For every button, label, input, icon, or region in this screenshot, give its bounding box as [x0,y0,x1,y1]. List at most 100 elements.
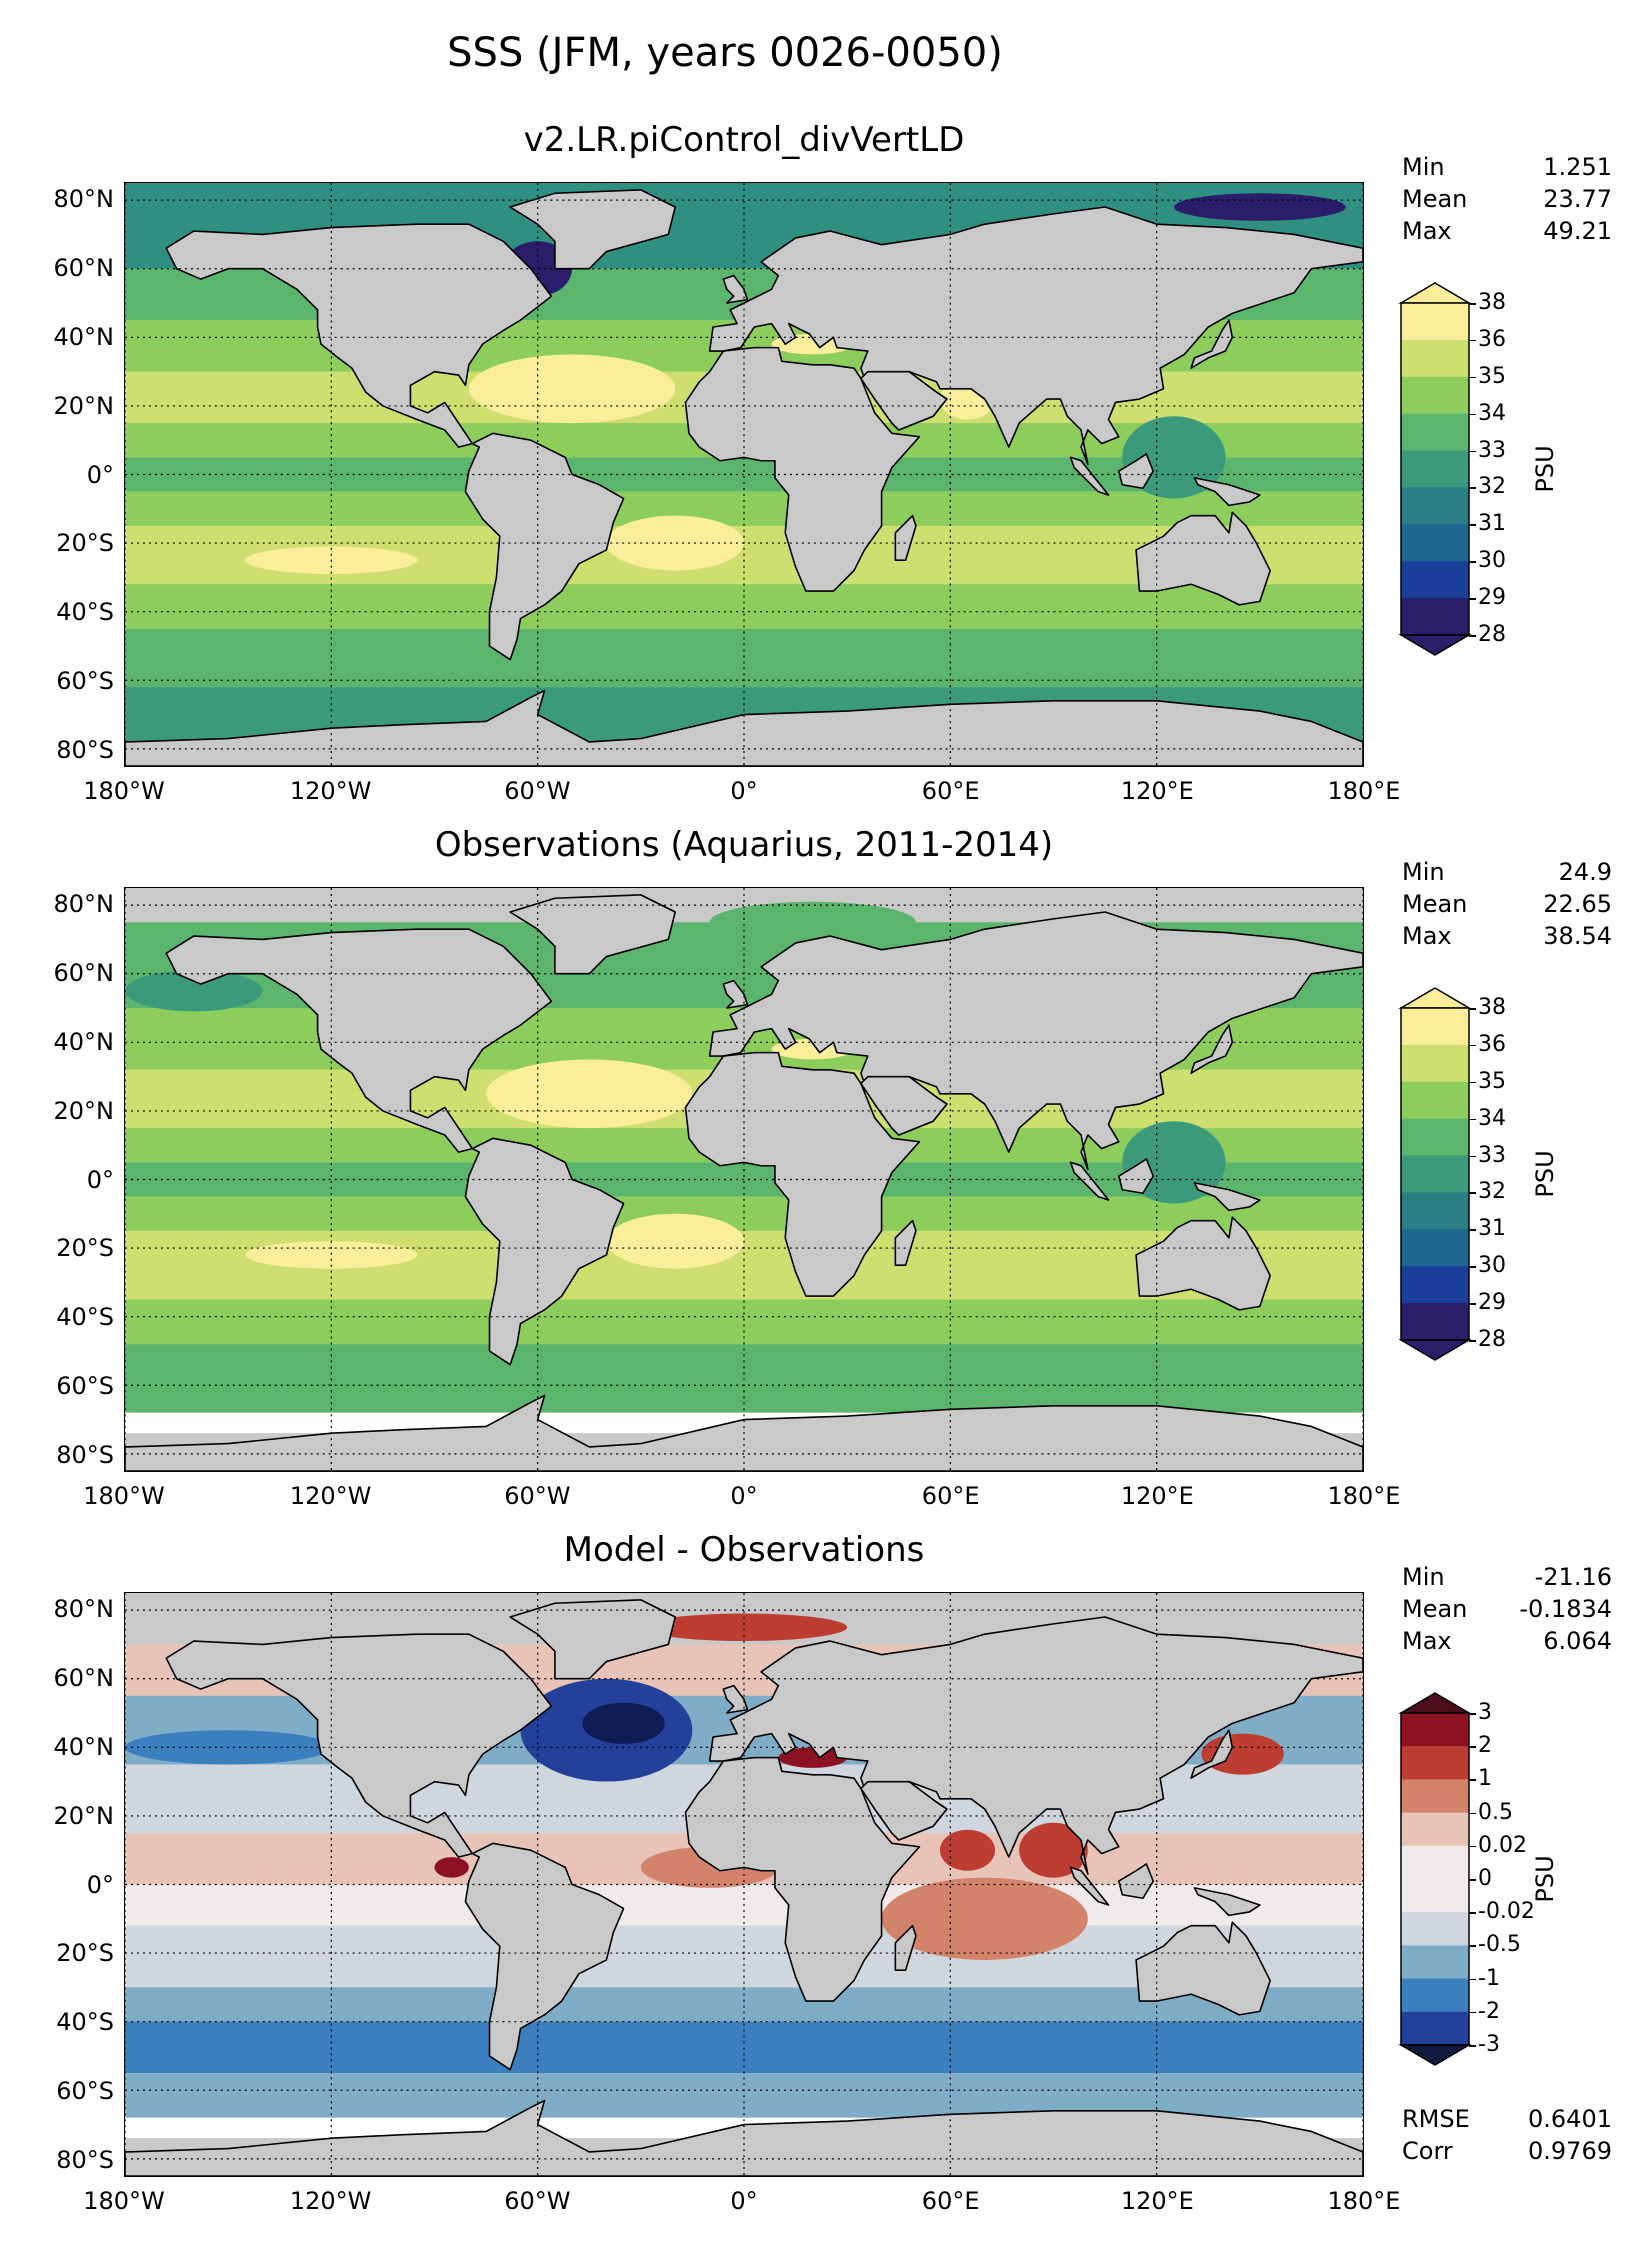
colorbar-tick-mark [1469,487,1476,489]
colorbar-tick-label: -1 [1478,1965,1500,1991]
lon-tick-label: 180°E [1327,1482,1401,1510]
land-new-guinea [1193,1182,1261,1212]
land-australia [1135,1216,1271,1311]
colorbar-tick-mark [1469,2011,1476,2014]
lat-tick-label: 20°N [53,1801,115,1830]
colorbar [1398,987,1472,1361]
colorbar-tick-label: 29 [1478,585,1506,611]
colorbar-tick-mark [1469,1192,1476,1194]
colorbar-unit-label: PSU [1531,1855,1559,1903]
lon-tick-label: 0° [730,1482,758,1510]
land-north-america [165,223,553,448]
land-arabia-fill [860,1075,948,1136]
stat-value: 49.21 [1543,217,1612,245]
lat-tick-label: 80°S [56,1440,114,1469]
colorbar-segment [1401,1303,1469,1341]
colorbar-tick-mark [1469,1229,1476,1231]
lat-tick-label: 80°S [56,2145,114,2174]
ocean-patch [881,1877,1088,1960]
colorbar-tick-label: 2 [1478,1733,1492,1759]
ocean-patch [778,1747,848,1768]
land-greenland [509,894,677,975]
lon-tick-label: 120°E [1120,1482,1194,1510]
stat-value: 0.9769 [1528,2137,1612,2165]
land-indonesia-borneo [1117,453,1155,490]
lon-tick-label: 0° [730,777,758,805]
colorbar-tick-mark [1469,1912,1476,1914]
colorbar-segment [1401,1229,1469,1267]
stat-label: Max [1402,217,1452,245]
land-new-guinea [1193,477,1261,507]
colorbar-tick-label: 38 [1478,995,1506,1020]
colorbar-extend-min [1398,2044,1472,2066]
lat-tick-label: 20°S [56,1939,114,1968]
colorbar-tick-label: -0.5 [1478,1932,1521,1958]
stat-value: 0.6401 [1528,2105,1612,2133]
colorbar-extend-min [1398,1339,1472,1361]
lat-tick-label: 60°N [53,254,115,283]
lon-tick-label: 180°E [1327,777,1401,805]
stat-value: 38.54 [1543,922,1612,950]
colorbar-segment [1401,1978,1469,2013]
land-africa [684,346,921,592]
colorbar-tick-label: 30 [1478,548,1506,574]
colorbar-extend-max [1398,987,1472,1009]
colorbar [1398,282,1472,656]
colorbar-tick-label: 28 [1478,622,1506,647]
land-australia [1135,511,1271,606]
land-uk [722,274,749,304]
land-north-america [165,928,553,1153]
lat-tick-label: 0° [86,460,114,489]
colorbar-tick-label: 32 [1478,1179,1506,1205]
colorbar-segment [1401,2011,1469,2046]
colorbar-tick-mark [1469,339,1476,342]
land-north-america [165,1633,553,1858]
colorbar-segment [1401,487,1469,525]
stat-label: RMSE [1402,2105,1470,2133]
colorbar-extend-max [1398,282,1472,304]
colorbar-tick-label: 29 [1478,1290,1506,1316]
stat-value: -21.16 [1534,1563,1612,1591]
stat-label: Corr [1402,2137,1453,2165]
colorbar-tick-label: 35 [1478,1068,1506,1094]
ocean-patch [1201,1733,1284,1775]
land-indonesia-borneo [1117,1158,1155,1195]
land-madagascar [894,514,917,562]
colorbar-segment [1401,1044,1469,1083]
lon-tick-label: 120°E [1120,2187,1194,2215]
ocean-patch [709,901,916,943]
land-uk [722,1684,749,1714]
stat-label: Min [1402,1563,1445,1591]
colorbar-segment [1401,1845,1469,1880]
colorbar-tick-mark [1469,1779,1476,1781]
lat-tick-label: 0° [86,1165,114,1194]
colorbar-tick-label: 31 [1478,1216,1506,1242]
land-indonesia-sumatra [1069,1161,1110,1201]
colorbar-extend-min [1398,634,1472,656]
colorbar-tick-label: 34 [1478,1105,1506,1131]
ocean-patch [606,515,744,571]
map-canvas [125,1593,1363,2176]
lon-tick-label: 0° [730,2187,758,2215]
colorbar-tick-mark [1469,1845,1476,1848]
colorbar-tick-mark [1469,1008,1476,1010]
lat-tick-label: 40°N [53,1027,115,1056]
colorbar-tick-mark [1469,1044,1476,1047]
colorbar-tick-mark [1469,561,1476,563]
map-panel-obs [124,887,1364,1472]
colorbar-tick-label: 36 [1478,1031,1506,1057]
map-canvas [125,183,1363,766]
colorbar-segment [1401,1879,1469,1913]
land-africa [684,1051,921,1297]
lon-tick-label: 60°W [504,1482,571,1510]
lat-tick-label: 20°S [56,1234,114,1263]
stat-value: 24.9 [1558,858,1612,886]
land-indonesia-borneo [1117,1863,1155,1900]
colorbar-segment [1401,1713,1469,1747]
lon-tick-label: 180°W [83,1482,165,1510]
land-eurasia [708,1616,1363,1876]
lat-tick-label: 60°N [53,1664,115,1693]
land-eurasia [708,206,1363,466]
lon-tick-label: 60°E [921,777,980,805]
colorbar-segment [1401,1779,1469,1814]
